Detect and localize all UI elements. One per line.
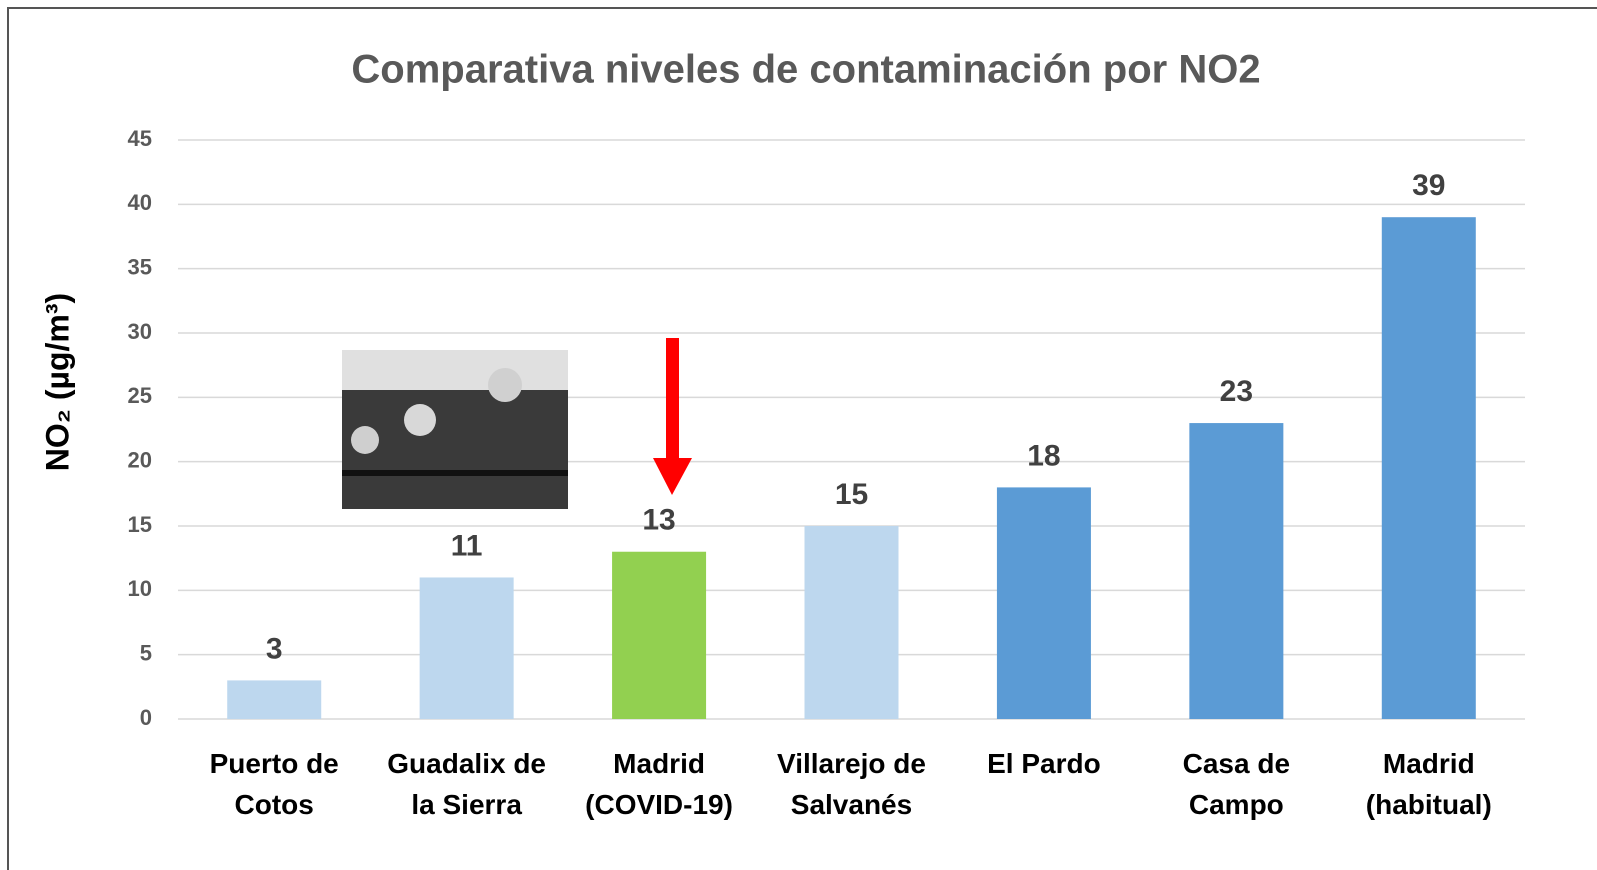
x-tick-label: Guadalix de la Sierra [372, 743, 562, 825]
y-tick-label: 0 [140, 705, 152, 730]
y-tick-label: 15 [128, 512, 152, 537]
value-label: 13 [642, 504, 675, 537]
x-tick-label: Madrid (COVID-19) [564, 743, 754, 825]
value-label: 15 [835, 478, 868, 511]
x-tick-label: Villarejo de Salvanés [757, 743, 947, 825]
value-label: 11 [451, 529, 483, 562]
y-tick-label: 45 [128, 126, 152, 151]
bar [1382, 217, 1476, 719]
bar [612, 552, 706, 719]
value-label: 23 [1220, 375, 1253, 408]
x-tick-label: Puerto de Cotos [179, 743, 369, 825]
y-tick-label: 25 [128, 383, 152, 408]
bar [1189, 423, 1283, 719]
y-axis-title: NO₂ (µg/m³) [39, 293, 75, 471]
x-tick-label: Madrid (habitual) [1334, 743, 1524, 825]
chart: Comparativa niveles de contaminación por… [0, 0, 1597, 870]
y-tick-label: 10 [128, 576, 152, 601]
value-label: 18 [1027, 439, 1060, 472]
y-tick-label: 30 [128, 319, 152, 344]
y-tick-label: 20 [128, 447, 152, 472]
y-tick-label: 5 [140, 640, 152, 665]
value-label: 39 [1412, 169, 1445, 202]
chart-container: Comparativa niveles de contaminación por… [0, 0, 1597, 870]
x-tick-label: Casa de Campo [1141, 743, 1331, 825]
frame [8, 8, 1597, 870]
bar [997, 487, 1091, 719]
x-tick-label: El Pardo [949, 743, 1139, 784]
value-label: 3 [266, 632, 283, 665]
bar [805, 526, 899, 719]
y-tick-label: 40 [128, 190, 152, 215]
photo [342, 350, 568, 509]
bar [227, 680, 321, 719]
bar [420, 577, 514, 719]
y-tick-label: 35 [128, 254, 152, 279]
chart-title: Comparativa niveles de contaminación por… [351, 48, 1260, 92]
